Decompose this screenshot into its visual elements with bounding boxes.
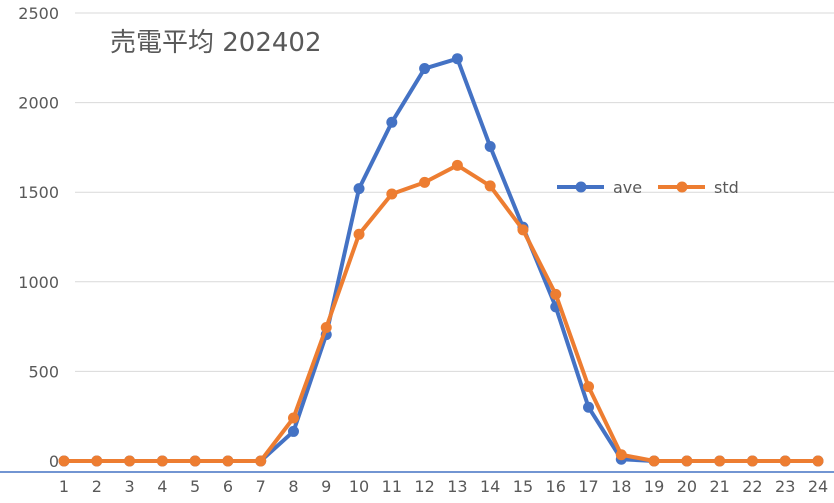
data-point-ave [451, 53, 463, 65]
data-point-std [681, 455, 693, 467]
x-tick-label: 19 [644, 477, 664, 496]
data-point-ave [484, 141, 496, 153]
x-tick-label: 3 [124, 477, 134, 496]
data-point-std [58, 455, 70, 467]
data-point-std [189, 455, 201, 467]
x-tick-label: 13 [447, 477, 467, 496]
data-point-std [550, 288, 562, 300]
legend-item-std: std [658, 178, 739, 197]
x-tick-label: 18 [611, 477, 631, 496]
data-point-std [353, 228, 365, 240]
data-point-ave [287, 425, 299, 437]
gridlines [75, 12, 834, 372]
legend-item-ave: ave [557, 178, 642, 197]
data-point-std [746, 455, 758, 467]
series-line-std [64, 163, 818, 463]
x-tick-label: 20 [677, 477, 697, 496]
x-tick-label: 6 [223, 477, 233, 496]
x-tick-label: 22 [742, 477, 762, 496]
x-tick-label: 11 [382, 477, 402, 496]
data-point-std [451, 159, 463, 171]
y-tick-label: 2500 [18, 4, 59, 23]
x-tick-label: 16 [546, 477, 566, 496]
data-point-std [812, 455, 824, 467]
y-tick-label: 2000 [18, 94, 59, 113]
data-point-std [320, 321, 332, 333]
x-tick-label: 14 [480, 477, 500, 496]
data-point-ave [419, 63, 431, 75]
y-tick-label: 1000 [18, 273, 59, 292]
y-tick-label: 0 [49, 452, 59, 471]
x-tick-label: 1 [59, 477, 69, 496]
data-point-ave [583, 401, 595, 413]
data-point-std [517, 224, 529, 236]
x-tick-label: 9 [321, 477, 331, 496]
x-tick-label: 7 [256, 477, 266, 496]
data-point-std [386, 188, 398, 200]
legend: ave std [557, 178, 739, 197]
series-ave [58, 53, 824, 467]
data-point-std [484, 180, 496, 192]
data-point-ave [386, 116, 398, 128]
data-point-std [714, 455, 726, 467]
data-point-std [615, 449, 627, 461]
chart-title: 売電平均 202402 [110, 28, 322, 58]
x-tick-label: 5 [190, 477, 200, 496]
legend-swatch-marker [575, 181, 587, 193]
x-tick-label: 21 [709, 477, 729, 496]
y-tick-label: 1500 [18, 183, 59, 202]
data-point-std [419, 176, 431, 188]
x-tick-label: 23 [775, 477, 795, 496]
legend-swatch-marker [676, 181, 688, 193]
y-tick-label: 500 [28, 362, 59, 381]
data-point-std [156, 455, 168, 467]
x-tick-label: 15 [513, 477, 533, 496]
x-tick-label: 17 [578, 477, 598, 496]
data-point-std [222, 455, 234, 467]
series [58, 53, 824, 467]
legend-label: ave [613, 178, 642, 197]
data-point-std [91, 455, 103, 467]
data-point-std [124, 455, 136, 467]
legend-label: std [714, 178, 739, 197]
data-point-ave [353, 183, 365, 195]
x-tick-label: 12 [414, 477, 434, 496]
data-point-std [779, 455, 791, 467]
data-point-std [287, 412, 299, 424]
data-point-std [255, 455, 267, 467]
x-tick-label: 2 [92, 477, 102, 496]
x-tick-label: 10 [349, 477, 369, 496]
data-point-std [583, 381, 595, 393]
series-std [58, 159, 824, 467]
x-tick-label: 8 [288, 477, 298, 496]
series-line-ave [64, 56, 818, 463]
data-point-std [648, 455, 660, 467]
x-tick-label: 24 [808, 477, 828, 496]
x-tick-label: 4 [157, 477, 167, 496]
